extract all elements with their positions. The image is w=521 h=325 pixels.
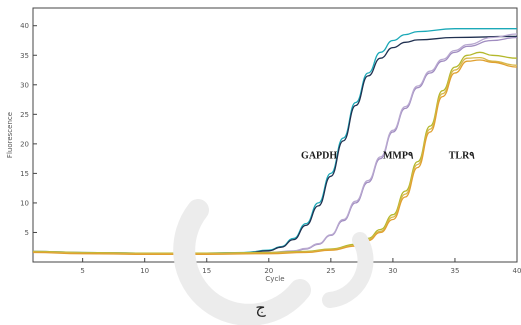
series-line-gapdh-1 — [32, 35, 518, 255]
y-tick-label: 10 — [20, 199, 29, 207]
series-line-tlr4-4 — [32, 51, 518, 254]
series-annotations: GAPDH MMP٩ TLR٩ — [301, 151, 475, 162]
x-tick-label: 20 — [264, 267, 273, 275]
plot-border — [32, 7, 518, 263]
y-tick-label: 40 — [20, 22, 29, 30]
x-tick-label: 30 — [388, 267, 397, 275]
x-tick-label: 40 — [513, 267, 521, 275]
series-label-0: GAPDH — [301, 151, 337, 162]
x-tick-label: 35 — [450, 267, 459, 275]
series-line-tlr4-5 — [32, 56, 518, 255]
y-tick-label: 15 — [20, 170, 29, 178]
series-label-1: MMP٩ — [383, 151, 414, 162]
series-line-gapdh-0 — [32, 28, 517, 254]
series-layer — [32, 28, 518, 255]
figure-caption: ج — [255, 298, 266, 317]
series-line-mmp9-3 — [32, 33, 518, 254]
x-tick-label: 15 — [202, 267, 211, 275]
x-tick-label: 5 — [80, 267, 84, 275]
y-tick-label: 30 — [20, 81, 29, 89]
y-tick-label: 35 — [20, 52, 29, 60]
x-tick-label: 25 — [326, 267, 335, 275]
y-tick-label: 25 — [20, 111, 29, 119]
y-tick-label: 20 — [20, 140, 29, 148]
y-tick-label: 5 — [25, 229, 29, 237]
y-axis-title: Fluorescence — [6, 112, 14, 158]
series-label-2: TLR٩ — [449, 151, 476, 162]
x-tick-label: 10 — [140, 267, 149, 275]
plot-frame — [32, 7, 518, 263]
x-axis-title: Cycle — [265, 275, 284, 283]
series-line-mmp9-2 — [32, 36, 518, 255]
